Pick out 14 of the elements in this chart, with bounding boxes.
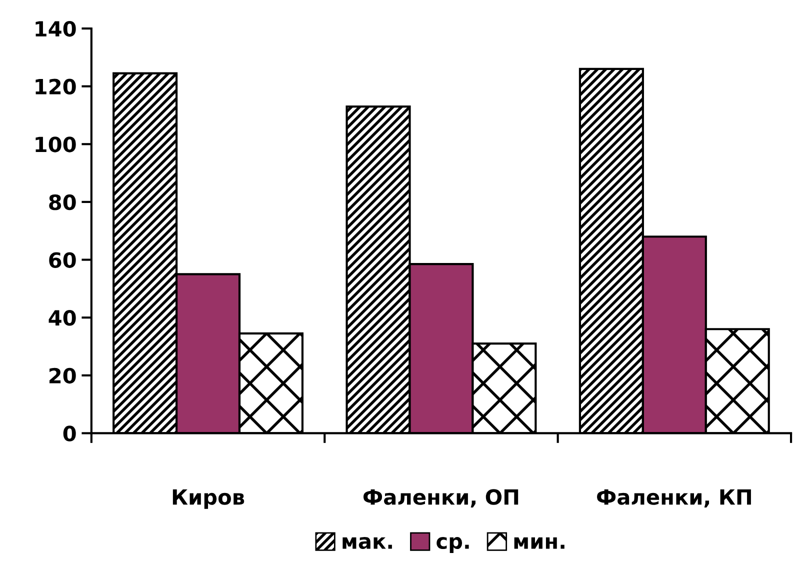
y-tick-label: 40 (48, 310, 76, 326)
y-tick-label: 0 (63, 426, 76, 442)
legend-label: мак. (342, 537, 392, 550)
y-tick-label: 140 (36, 20, 76, 37)
x-tick-label: Киров (172, 489, 244, 509)
y-tick-label: 60 (49, 252, 76, 268)
y-tick-label: 20 (50, 368, 76, 384)
x-tick-label: Фаленки, ОП (363, 489, 518, 508)
legend-label: ср. (436, 537, 469, 554)
x-tick-label: Фаленки, КП (597, 489, 751, 508)
y-tick-label: 100 (36, 136, 76, 152)
legend-label: мин. (514, 537, 564, 549)
y-tick-label: 80 (49, 194, 76, 210)
y-tick-label: 120 (36, 78, 76, 95)
